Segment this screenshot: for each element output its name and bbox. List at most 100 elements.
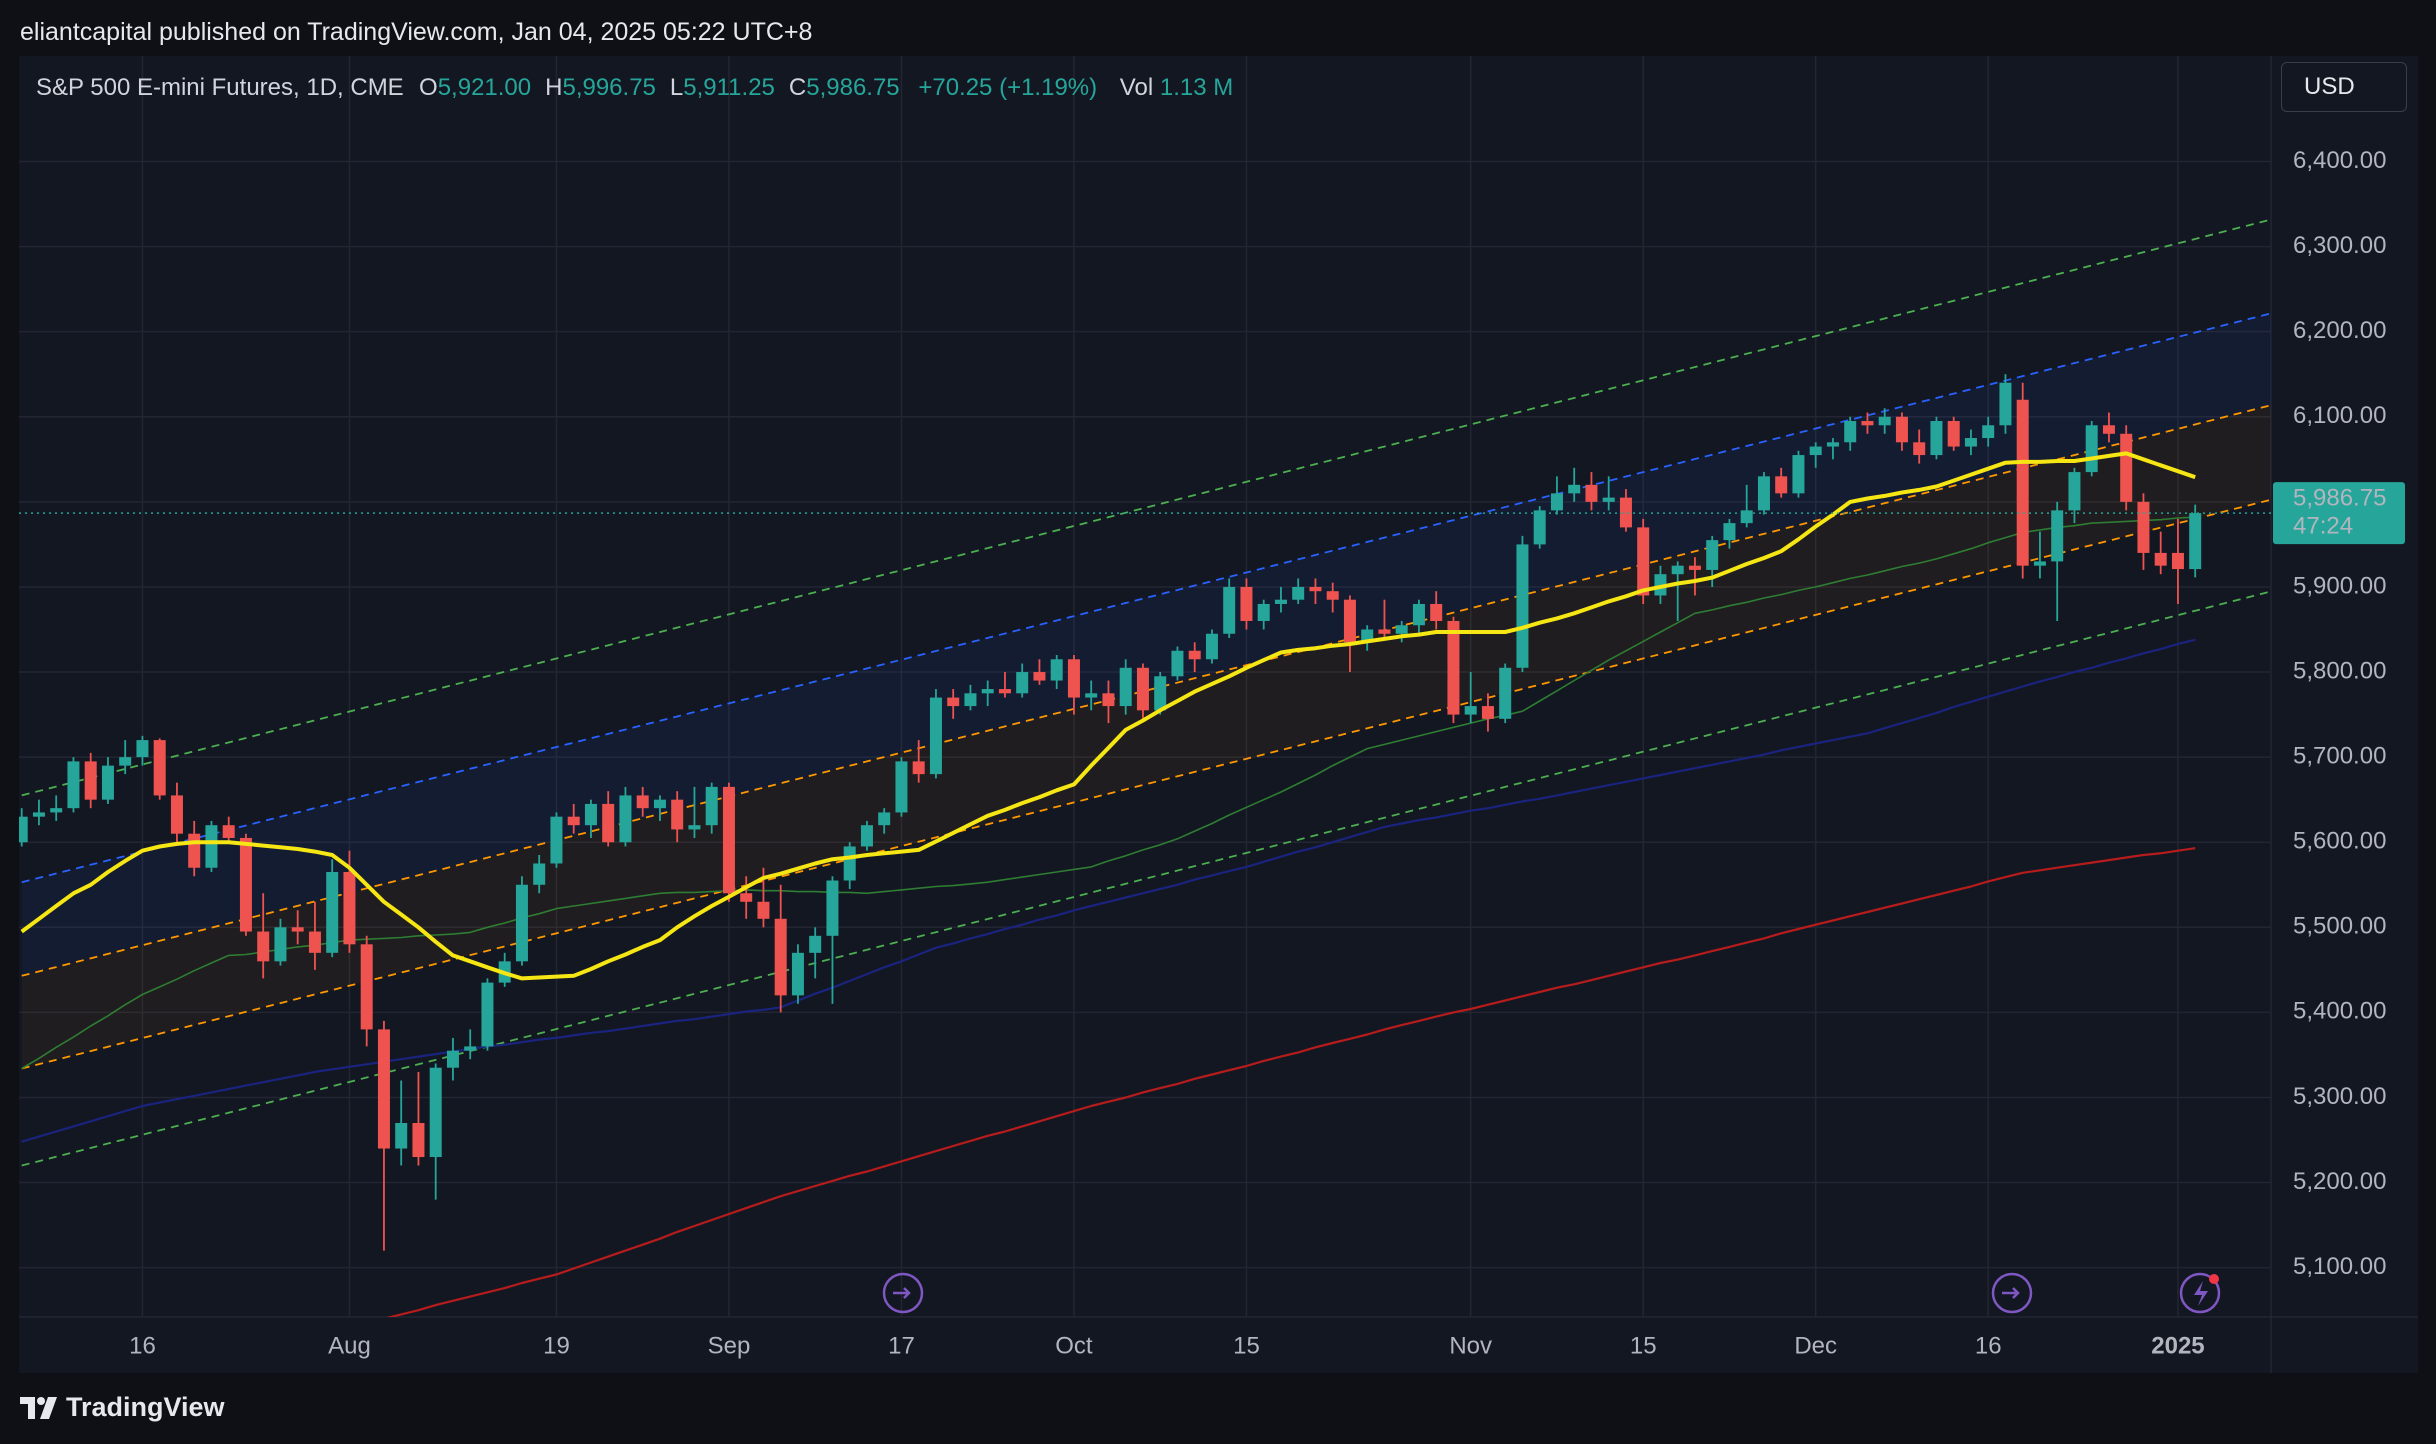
- event-icon[interactable]: [1991, 1272, 2033, 1314]
- candle-body: [119, 757, 132, 766]
- candle-body: [1568, 484, 1581, 494]
- candle-body: [2171, 552, 2184, 570]
- candle-body: [515, 884, 528, 962]
- y-tick-label: 5,800.00: [2293, 657, 2386, 684]
- channel-fill: [21, 405, 2271, 1069]
- field-label: L: [669, 74, 684, 101]
- candle-body: [188, 833, 201, 868]
- candle-body: [222, 825, 235, 838]
- volume-label: Vol: [1119, 74, 1154, 101]
- candle-body: [1964, 438, 1977, 447]
- x-tick-label: Aug: [328, 1332, 371, 1359]
- ohlc-fields: O5,921.00 H5,996.75 L5,911.25 C5,986.75: [417, 74, 912, 101]
- candle-body: [860, 825, 873, 847]
- candle-body: [1637, 527, 1650, 596]
- candle-body: [1154, 676, 1167, 711]
- candle-body: [2085, 425, 2098, 473]
- x-tick-label: Dec: [1794, 1332, 1837, 1359]
- candle-body: [705, 786, 718, 826]
- candle-body: [619, 795, 632, 843]
- moving-average: [20, 451, 2196, 981]
- y-tick-label: 5,900.00: [2293, 572, 2386, 599]
- candle-body: [912, 761, 925, 775]
- candle-body: [257, 931, 270, 962]
- field-value: 5,986.75: [806, 74, 900, 101]
- y-tick-label: 6,400.00: [2293, 147, 2386, 174]
- candle-body: [843, 846, 856, 881]
- candle-body: [757, 901, 770, 919]
- event-icon[interactable]: [882, 1272, 924, 1314]
- candle-body: [636, 795, 649, 809]
- candle-body: [1516, 544, 1529, 668]
- candle-body: [1740, 510, 1753, 524]
- y-tick-label: 5,400.00: [2293, 998, 2386, 1025]
- y-tick-label: 5,500.00: [2293, 913, 2386, 940]
- candle-body: [274, 927, 287, 962]
- moving-average: [21, 516, 2196, 1070]
- x-tick-label: Oct: [1055, 1332, 1093, 1359]
- plot-area: [19, 218, 2271, 1317]
- candle-body: [533, 863, 546, 885]
- event-icons: [882, 1272, 2221, 1314]
- candle-body: [1844, 421, 1857, 443]
- brand-logo: [20, 1396, 57, 1419]
- candle-body: [584, 803, 597, 826]
- candle-body: [1085, 693, 1098, 698]
- candle-body: [1119, 667, 1132, 707]
- candle-body: [343, 871, 356, 945]
- candle-body: [1378, 629, 1391, 634]
- candle-body: [2102, 425, 2115, 434]
- candle-body: [2051, 510, 2064, 562]
- candle-body: [1481, 706, 1494, 719]
- candle-body: [170, 795, 183, 834]
- last-price-label: 5,986.75: [2293, 484, 2386, 511]
- channel-line: [21, 218, 2271, 797]
- candle-body: [2137, 501, 2150, 553]
- candle-body: [464, 1046, 477, 1051]
- candle-body: [84, 761, 97, 800]
- candle-body: [1775, 476, 1788, 494]
- candle-body: [429, 1067, 442, 1158]
- candle-body: [895, 761, 908, 813]
- brand: TradingView: [20, 1392, 225, 1423]
- field-value: 5,921.00: [437, 74, 532, 101]
- volume: 1.13 M: [1159, 74, 1234, 101]
- candle-body: [153, 740, 166, 796]
- candle-body: [826, 880, 839, 936]
- channel-line: [21, 590, 2271, 1167]
- candle-body: [1343, 599, 1356, 643]
- candle-body: [2068, 472, 2081, 511]
- candle-body: [2189, 513, 2202, 570]
- candle-body: [205, 825, 218, 868]
- candle-body: [722, 786, 735, 894]
- candle-body: [1671, 565, 1684, 575]
- candle-body: [1188, 650, 1201, 660]
- field-label: C: [788, 74, 807, 101]
- candle-body: [1757, 476, 1770, 511]
- candle-body: [50, 808, 63, 813]
- candle-body: [1723, 523, 1736, 541]
- x-tick-label: 16: [1975, 1332, 2002, 1359]
- currency-button[interactable]: USD: [2281, 62, 2407, 112]
- candle-body: [19, 816, 28, 843]
- candle-body: [101, 765, 114, 800]
- candle-body: [446, 1050, 459, 1068]
- candle-body: [481, 982, 494, 1047]
- candle-body: [1913, 442, 1926, 456]
- candle-body: [688, 825, 701, 830]
- y-tick-label: 5,700.00: [2293, 742, 2386, 769]
- x-tick-label: 17: [888, 1332, 915, 1359]
- candle-body: [1274, 599, 1287, 604]
- candle-body: [2154, 552, 2167, 566]
- event-icon[interactable]: [2179, 1272, 2221, 1314]
- candle-body: [1430, 603, 1443, 621]
- channel-line: [21, 404, 2271, 977]
- candle-body: [1809, 446, 1822, 456]
- candle-body: [671, 799, 684, 830]
- candle-body: [1585, 484, 1598, 502]
- candle-body: [1826, 442, 1839, 447]
- candle-body: [1602, 497, 1615, 502]
- candle-body: [964, 693, 977, 707]
- candle-body: [1619, 497, 1632, 528]
